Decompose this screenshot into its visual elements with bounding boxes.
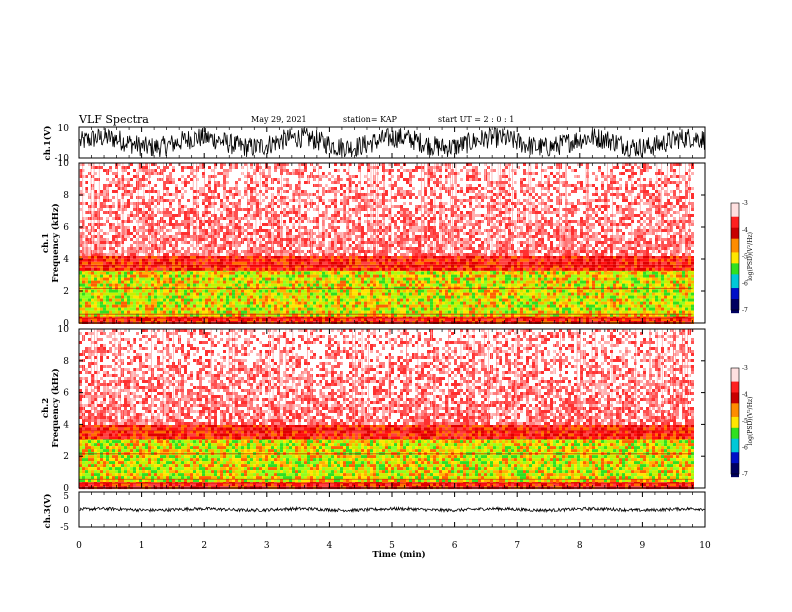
- ch2-spectrogram-ylabel-channel: ch.2: [41, 398, 51, 418]
- time-tick-label-1: 1: [139, 541, 145, 551]
- time-tick-label-5: 5: [389, 541, 395, 551]
- time-tick-label-9: 9: [640, 541, 646, 551]
- ch1-colorbar-frame: [730, 202, 740, 311]
- ch1-spectrogram-panel: 0 2 4 6 8 10 ch.1 Frequency (kHz) -3 -4 -5 -6 -7 l…: [41, 159, 754, 329]
- time-axis-label: Time (min): [372, 549, 425, 560]
- ch2-colorbar-tick-2: -5: [742, 418, 748, 425]
- ch1-spec-ytick-label-2: 4: [63, 255, 69, 265]
- ch1-spectrogram-image: [79, 163, 694, 324]
- ch1-spec-band-1: [79, 268, 694, 317]
- ch2-spec-ytick-label-3: 6: [63, 389, 69, 399]
- ch2-colorbar-frame: [730, 367, 740, 475]
- ch2-spectrogram-panel: 0 2 4 6 8 10 ch.2 Frequency (kHz) -3 -4 -5 -6 -7 l…: [41, 325, 754, 494]
- ch1-colorbar-tick-1: -4: [742, 227, 748, 234]
- ch2-colorbar-tick-3: -6: [742, 445, 748, 452]
- ch1-spec-ytick-label-1: 2: [63, 287, 69, 297]
- ch2-colorbar-tick-0: -3: [742, 365, 748, 372]
- ch2-colorbar-tick-4: -7: [742, 471, 748, 478]
- ch1-colorbar-label: log(PSD)(V²/Hz): [747, 232, 754, 281]
- ch2-spec-ytick-label-4: 8: [63, 357, 69, 367]
- ch2-spec-ytick-label-0: 0: [63, 484, 69, 494]
- time-tick-label-3: 3: [264, 541, 270, 551]
- time-tick-label-0: 0: [76, 541, 82, 551]
- ch1-spec-band-3: [79, 163, 694, 256]
- date-label: May 29, 2021: [251, 115, 307, 124]
- ch1-ytick-bottom: -10: [55, 154, 70, 164]
- ch1-spec-ytick-label-5: 10: [58, 159, 70, 169]
- ch1-waveform-ylabel: ch.1(V): [42, 126, 53, 161]
- ch3-ytick-mid: 0: [63, 506, 69, 516]
- ch1-spectrogram-ylabel-channel: ch.1: [41, 233, 51, 253]
- ch1-spec-band-2: [79, 255, 694, 271]
- ch3-ytick-bottom: -5: [60, 523, 69, 533]
- station-label: station= KAP: [343, 115, 398, 124]
- time-tick-label-6: 6: [452, 541, 458, 551]
- ch2-colorbar: -3 -4 -5 -6 -7 log(PSD)(V²/Hz): [730, 365, 754, 478]
- ch1-spec-ytick-label-3: 6: [63, 223, 69, 233]
- time-axis: 0 1 2 3 4 5 6 7 8 9 10: [76, 127, 711, 551]
- ch1-spec-ytick-label-0: 0: [63, 319, 69, 329]
- ch3-ytick-top: 5: [63, 492, 69, 502]
- ch3-waveform-line: [79, 505, 705, 514]
- ch2-freq-ticks: 0 2 4 6 8 10: [58, 325, 705, 494]
- time-tick-label-4: 4: [327, 541, 333, 551]
- chart-title: VLF Spectra: [78, 113, 149, 126]
- ch2-spec-band-3: [79, 329, 694, 425]
- ch2-spec-band-2: [79, 424, 694, 440]
- ch1-colorbar-tick-3: -6: [742, 280, 748, 287]
- time-tick-label-8: 8: [577, 541, 583, 551]
- ch1-colorbar-tick-2: -5: [742, 254, 748, 261]
- ch1-spectrogram-ylabel-freq: Frequency (kHz): [50, 203, 61, 282]
- ch3-waveform-ylabel: ch.3(V): [42, 494, 53, 529]
- ch2-spec-band-1: [79, 437, 694, 483]
- ch1-ytick-top: 10: [58, 124, 70, 134]
- ch1-colorbar-tick-0: -3: [742, 200, 748, 207]
- ch2-colorbar-label: log(PSD)(V²/Hz): [747, 397, 754, 446]
- ch2-spectrogram-image: [79, 329, 694, 490]
- ch2-spec-streaks: [82, 329, 690, 420]
- ch1-colorbar: -3 -4 -5 -6 -7 log(PSD)(V²/Hz): [730, 200, 754, 314]
- time-tick-label-7: 7: [514, 541, 520, 551]
- ch1-spec-ytick-label-4: 8: [63, 191, 69, 201]
- ch2-spec-ytick-label-1: 2: [63, 452, 69, 462]
- ch1-colorbar-tick-4: -7: [742, 307, 748, 314]
- ch1-freq-ticks: 0 2 4 6 8 10: [58, 159, 705, 329]
- ch2-spec-ytick-label-2: 4: [63, 420, 69, 430]
- start-time-label: start UT = 2 : 0 : 1: [438, 115, 514, 124]
- ch1-waveform-trace: [79, 126, 705, 158]
- ch3-waveform-trace: [79, 505, 705, 514]
- ch2-colorbar-tick-1: -4: [742, 392, 748, 399]
- ch2-spec-ytick-label-5: 10: [58, 325, 70, 335]
- time-tick-label-10: 10: [699, 541, 711, 551]
- ch2-spectrogram-ylabel-freq: Frequency (kHz): [50, 368, 61, 447]
- ch1-waveform-line: [79, 126, 705, 158]
- time-tick-label-2: 2: [201, 541, 207, 551]
- ch1-spec-streaks: [79, 163, 690, 255]
